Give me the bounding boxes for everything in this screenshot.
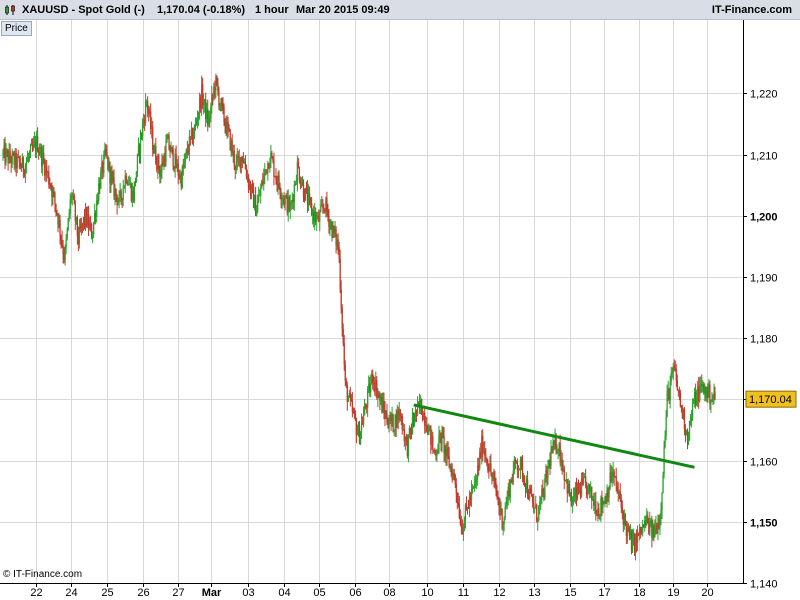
x-tick-label: 11	[458, 587, 469, 599]
y-tick-label: 1,220	[750, 89, 778, 101]
y-tick-label: 1,190	[750, 273, 778, 285]
trendline	[413, 403, 695, 469]
last-price-label-box	[745, 390, 797, 408]
x-tick-label: 17	[598, 587, 610, 599]
x-tick-label: 03	[242, 587, 254, 599]
y-tick-label: 1,210	[750, 151, 778, 163]
x-tick-label: Mar	[202, 587, 222, 599]
y-tick-label: 1,160	[750, 457, 778, 469]
x-tick-label: 26	[137, 587, 149, 599]
y-tick-label: 1,150	[750, 518, 778, 530]
copyright-label: © IT-Finance.com	[3, 569, 83, 580]
price-tab[interactable]: Price	[1, 21, 32, 36]
instrument-name: XAUUSD - Spot Gold (-)	[22, 4, 145, 16]
y-tick-label: 1,180	[750, 334, 778, 346]
x-tick-label: 20	[701, 587, 713, 599]
x-tick-label: 18	[633, 587, 645, 599]
y-tick-label: 1,200	[750, 212, 778, 224]
x-tick-label: 08	[383, 587, 395, 599]
title-bar: XAUUSD - Spot Gold (-) 1,170.04 (-0.18%)…	[0, 0, 800, 20]
last-price-label: 1,170.04	[749, 394, 792, 406]
date-time: Mar 20 2015 09:49	[296, 4, 390, 16]
x-tick-label: 05	[313, 587, 325, 599]
x-tick-label: 22	[30, 587, 42, 599]
brand-label: IT-Finance.com	[711, 4, 792, 16]
y-tick-label: 1,140	[750, 579, 778, 591]
x-tick-label: 10	[421, 587, 433, 599]
x-tick-label: 27	[172, 587, 184, 599]
x-tick-label: 15	[564, 587, 576, 599]
x-tick-label: 12	[493, 587, 505, 599]
candlestick-icon	[5, 5, 15, 15]
x-tick-label: 13	[528, 587, 540, 599]
x-tick-label: 24	[65, 587, 77, 599]
x-tick-label: 06	[349, 587, 361, 599]
x-tick-label: 04	[278, 587, 290, 599]
interval-label: 1 hour	[255, 4, 289, 16]
x-tick-label: 19	[667, 587, 679, 599]
price-change: 1,170.04 (-0.18%)	[157, 4, 246, 16]
x-tick-label: 25	[101, 587, 113, 599]
